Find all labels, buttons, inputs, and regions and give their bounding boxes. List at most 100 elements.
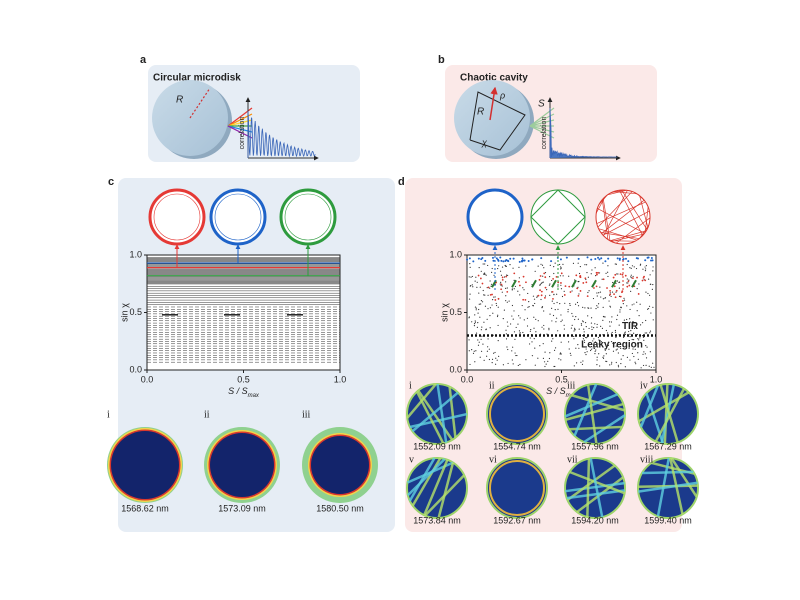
chaotic-point: [650, 312, 652, 314]
chaotic-point: [591, 326, 593, 328]
chaotic-point: [571, 290, 573, 292]
chaotic-point: [479, 356, 481, 358]
chaotic-point: [481, 301, 484, 303]
chaotic-point: [646, 346, 648, 348]
mode-fringe: [569, 470, 625, 495]
panel-title: Chaotic cavity: [460, 73, 528, 84]
chaotic-point: [543, 310, 545, 312]
blue-point: [466, 258, 469, 261]
chaotic-point: [533, 338, 535, 340]
mode-image: [486, 383, 548, 445]
red-point: [619, 273, 622, 276]
chaotic-point: [491, 362, 493, 364]
chaotic-point: [534, 364, 536, 366]
ray-circle: [530, 189, 586, 245]
chaotic-point: [632, 275, 634, 278]
chaotic-point: [624, 333, 627, 335]
chaotic-point: [584, 307, 586, 309]
chaotic-point: [596, 356, 598, 358]
mode-fringe: [589, 458, 604, 518]
chaotic-point: [605, 329, 608, 332]
chaotic-point: [505, 281, 507, 283]
chaotic-point: [612, 350, 615, 352]
red-point: [522, 275, 525, 278]
chaotic-point: [610, 321, 613, 323]
blue-point: [531, 258, 534, 261]
mode-bg: [486, 383, 548, 445]
chaotic-point: [597, 303, 600, 305]
chaotic-point: [607, 271, 609, 273]
chaotic-point: [502, 318, 504, 320]
chaotic-point: [626, 263, 628, 266]
chaotic-point: [484, 273, 486, 275]
chaotic-point: [583, 339, 586, 341]
chaotic-point: [497, 314, 499, 316]
chaotic-point: [504, 264, 506, 267]
chaotic-point: [596, 323, 598, 326]
chaotic-point: [541, 282, 543, 284]
chaotic-point: [623, 319, 625, 321]
mode-wavelength: 1580.50 nm: [316, 503, 364, 513]
red-point: [500, 283, 503, 286]
chaotic-point: [562, 263, 564, 265]
red-point: [586, 295, 589, 298]
ray-chord: [639, 195, 649, 228]
chaotic-point: [481, 326, 483, 328]
chaotic-point: [620, 362, 622, 365]
chaotic-point: [515, 354, 517, 357]
chaotic-point: [506, 346, 508, 348]
chaotic-point: [488, 358, 491, 361]
chaotic-point: [485, 328, 487, 331]
chaotic-point: [526, 317, 529, 319]
chaotic-point: [602, 319, 604, 322]
chaotic-point: [573, 365, 575, 367]
chaotic-point: [548, 329, 550, 331]
chaotic-point: [575, 347, 577, 349]
chaotic-point: [575, 362, 578, 364]
chaotic-point: [639, 324, 642, 326]
blue-point: [509, 257, 512, 260]
chaotic-point: [560, 288, 563, 290]
blue-point: [484, 259, 487, 262]
chaotic-point: [577, 262, 579, 264]
chaotic-point: [479, 286, 481, 288]
mode-fringe: [639, 385, 660, 428]
blue-point: [520, 260, 523, 263]
chaotic-point: [608, 321, 611, 323]
chaotic-point: [636, 310, 638, 312]
mode-fringe: [565, 481, 625, 493]
chaotic-point: [532, 304, 534, 307]
chaotic-point: [628, 347, 630, 350]
chaotic-point: [522, 331, 524, 334]
chaotic-point: [542, 275, 544, 277]
chaotic-point: [505, 265, 507, 268]
rho: [489, 86, 498, 121]
chaotic-point: [551, 279, 553, 282]
chaotic-point: [476, 281, 478, 283]
chaotic-point: [586, 271, 588, 274]
chaotic-point: [595, 275, 597, 277]
blue-point: [527, 259, 530, 262]
chaotic-point: [643, 351, 645, 353]
chaotic-point: [640, 367, 642, 369]
chaotic-point: [599, 291, 602, 293]
chaotic-point: [629, 321, 631, 323]
annotation: Leaky region: [581, 339, 643, 350]
chaotic-point: [651, 288, 653, 290]
mode-image: [564, 457, 626, 519]
chaotic-point: [595, 349, 597, 351]
red-point: [551, 291, 554, 293]
chaotic-point: [474, 280, 476, 282]
mode-image: [564, 383, 626, 445]
chaotic-point: [480, 338, 482, 340]
chaotic-point: [478, 267, 480, 269]
chaotic-point: [599, 365, 601, 367]
chaotic-point: [506, 274, 508, 276]
chaotic-point: [620, 358, 622, 360]
chaotic-point: [544, 351, 546, 353]
chaotic-point: [602, 262, 604, 264]
red-point: [597, 271, 600, 274]
chaotic-point: [480, 270, 482, 272]
chaotic-point: [511, 288, 513, 290]
chaotic-point: [551, 320, 553, 322]
